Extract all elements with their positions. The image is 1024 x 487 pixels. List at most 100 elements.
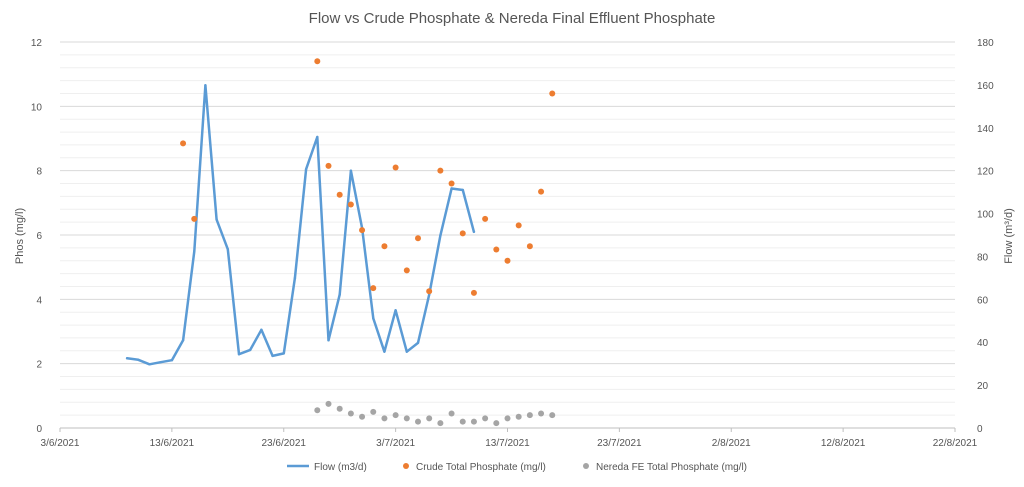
flow-point	[148, 363, 151, 366]
nereda-fe-phosphate-point	[448, 410, 455, 417]
flow-point	[170, 359, 174, 362]
nereda-fe-phosphate-point	[482, 415, 489, 422]
flow-point	[349, 169, 353, 172]
legend-label: Nereda FE Total Phosphate (mg/l)	[596, 462, 747, 473]
flow-point	[293, 276, 297, 280]
legend-item-1: Flow (m3/d)	[287, 462, 367, 473]
flow-point	[282, 352, 285, 355]
flow-point	[450, 187, 453, 190]
crude-phosphate-point	[470, 289, 477, 296]
flow-point	[193, 250, 196, 253]
flow-point	[461, 188, 464, 192]
x-tick-label: 23/7/2021	[597, 438, 642, 449]
y-right-tick-label: 100	[977, 210, 994, 221]
crude-phosphate-point	[549, 90, 556, 97]
flow-line	[125, 84, 476, 366]
flow-point	[181, 339, 185, 342]
nereda-fe-phosphate-point	[470, 418, 477, 425]
crude-phosphate-point	[504, 257, 511, 264]
x-tick-label: 23/6/2021	[262, 438, 307, 449]
crude-phosphate-point	[448, 180, 455, 187]
y-right-tick-label: 20	[977, 381, 989, 392]
nereda-fe-phosphate-point	[504, 415, 511, 422]
series-2	[180, 58, 556, 296]
flow-point	[159, 360, 162, 364]
flow-point	[226, 247, 230, 251]
legend-item-3: Nereda FE Total Phosphate (mg/l)	[583, 462, 747, 473]
flow-point	[304, 167, 308, 171]
y-right-tick-label: 120	[977, 167, 994, 178]
nereda-fe-phosphate-point	[437, 420, 444, 427]
nereda-fe-phosphate-point	[336, 405, 343, 412]
series-layer	[125, 58, 556, 427]
crude-phosphate-point	[437, 167, 444, 174]
crude-phosphate-point	[415, 235, 421, 242]
x-tick-label: 12/8/2021	[821, 438, 866, 449]
y-right-tick-label: 80	[977, 252, 989, 263]
x-tick-label: 3/7/2021	[376, 438, 415, 449]
flow-point	[472, 230, 476, 233]
flow-point	[248, 348, 252, 352]
nereda-fe-phosphate-point	[526, 412, 533, 419]
crude-phosphate-point	[459, 230, 466, 237]
x-tick-label: 3/6/2021	[41, 438, 80, 449]
nereda-fe-phosphate-point	[493, 420, 500, 427]
x-tick-label: 2/8/2021	[712, 438, 751, 449]
nereda-fe-phosphate-point	[325, 400, 332, 407]
crude-phosphate-point	[359, 227, 366, 234]
crude-phosphate-point	[191, 215, 198, 222]
y-left-tick-label: 4	[36, 295, 42, 306]
legend-swatch-dot	[583, 463, 589, 469]
crude-phosphate-point	[526, 243, 533, 250]
flow-point	[137, 358, 140, 362]
legend-label: Flow (m3/d)	[314, 462, 367, 473]
y-right-tick-label: 60	[977, 295, 989, 306]
flow-point	[327, 339, 330, 342]
flow-point	[260, 328, 263, 331]
flow-point	[383, 350, 386, 353]
y-right-tick-label: 0	[977, 424, 983, 435]
x-tick-label: 13/6/2021	[150, 438, 195, 449]
y-left-tick-label: 12	[31, 38, 43, 49]
nereda-fe-phosphate-point	[549, 412, 556, 419]
crude-phosphate-point	[426, 288, 433, 295]
y-left-tick-label: 2	[36, 360, 42, 371]
crude-phosphate-point	[538, 188, 545, 195]
y-right-tick-label: 40	[977, 338, 989, 349]
crude-phosphate-point	[515, 222, 522, 229]
flow-point	[416, 341, 420, 345]
axes: 0246810120204060801001201401601803/6/202…	[31, 38, 994, 449]
crude-phosphate-point	[381, 243, 388, 250]
nereda-fe-phosphate-point	[459, 418, 466, 425]
y-axis-left-label: Phos (mg/l)	[14, 208, 26, 264]
y-right-tick-label: 140	[977, 124, 994, 135]
flow-point	[271, 354, 274, 358]
crude-phosphate-point	[347, 201, 354, 208]
y-left-tick-label: 10	[31, 102, 43, 113]
y-left-tick-label: 8	[36, 167, 42, 178]
legend-label: Crude Total Phosphate (mg/l)	[416, 462, 546, 473]
legend-item-2: Crude Total Phosphate (mg/l)	[403, 462, 546, 473]
flow-point	[439, 234, 442, 237]
crude-phosphate-point	[392, 164, 399, 171]
y-left-tick-label: 6	[36, 231, 42, 242]
crude-phosphate-point	[370, 285, 377, 292]
nereda-fe-phosphate-point	[314, 407, 321, 414]
nereda-fe-phosphate-point	[359, 413, 366, 420]
nereda-fe-phosphate-point	[538, 410, 545, 417]
flow-point	[316, 135, 319, 139]
x-tick-label: 22/8/2021	[933, 438, 978, 449]
crude-phosphate-point	[336, 191, 343, 198]
y-left-tick-label: 0	[36, 424, 42, 435]
nereda-fe-phosphate-point	[392, 412, 399, 419]
y-right-tick-label: 160	[977, 81, 994, 92]
crude-phosphate-point	[482, 215, 489, 222]
flow-point	[338, 293, 341, 296]
chart-title: Flow vs Crude Phosphate & Nereda Final E…	[309, 10, 716, 27]
flow-point	[125, 357, 129, 360]
flow-point	[372, 317, 375, 320]
crude-phosphate-point	[325, 162, 332, 169]
y-axis-right-label: Flow (m³/d)	[1003, 208, 1015, 264]
